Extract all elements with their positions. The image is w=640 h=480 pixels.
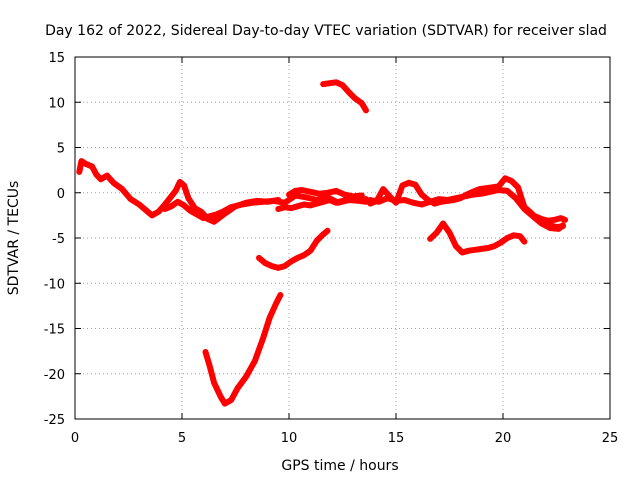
y-tick-label: -10 (44, 277, 65, 292)
x-tick-label: 10 (281, 431, 298, 446)
y-tick-label: 15 (48, 51, 65, 66)
series-markers-segment-7 (204, 293, 282, 405)
data-series (76, 79, 569, 407)
grid (75, 57, 610, 419)
x-tick-label: 15 (388, 431, 405, 446)
series-line-segment-6 (256, 227, 331, 271)
series-markers-segment-6 (257, 229, 329, 270)
series-markers-segment-5 (321, 81, 368, 112)
series-line-segment-1 (76, 158, 282, 225)
y-tick-label: -20 (44, 368, 65, 383)
series-markers-segment-10 (533, 215, 567, 223)
series-markers-segment-4 (287, 188, 364, 198)
y-tick-label: 0 (57, 187, 65, 202)
series-markers-segment-11 (428, 222, 526, 254)
y-tick-label: -25 (44, 413, 65, 428)
y-tick-label: 10 (48, 96, 65, 111)
axis-ticks: 0 5 10 15 20 25 15 10 5 0 -5 -10 -15 -20 -25 (44, 51, 619, 446)
x-tick-label: 20 (495, 431, 512, 446)
x-tick-label: 5 (178, 431, 186, 446)
x-tick-label: 0 (71, 431, 79, 446)
y-tick-label: 5 (57, 142, 65, 157)
x-tick-label: 25 (602, 431, 619, 446)
y-tick-label: -5 (52, 232, 65, 247)
y-tick-label: -15 (44, 323, 65, 338)
x-axis-label: GPS time / hours (281, 458, 398, 474)
y-axis-label: SDTVAR / TECUs (6, 181, 22, 296)
plot-frame (74, 56, 611, 420)
series-markers-segment-1 (78, 159, 280, 223)
chart-title: Day 162 of 2022, Sidereal Day-to-day VTE… (45, 23, 607, 39)
